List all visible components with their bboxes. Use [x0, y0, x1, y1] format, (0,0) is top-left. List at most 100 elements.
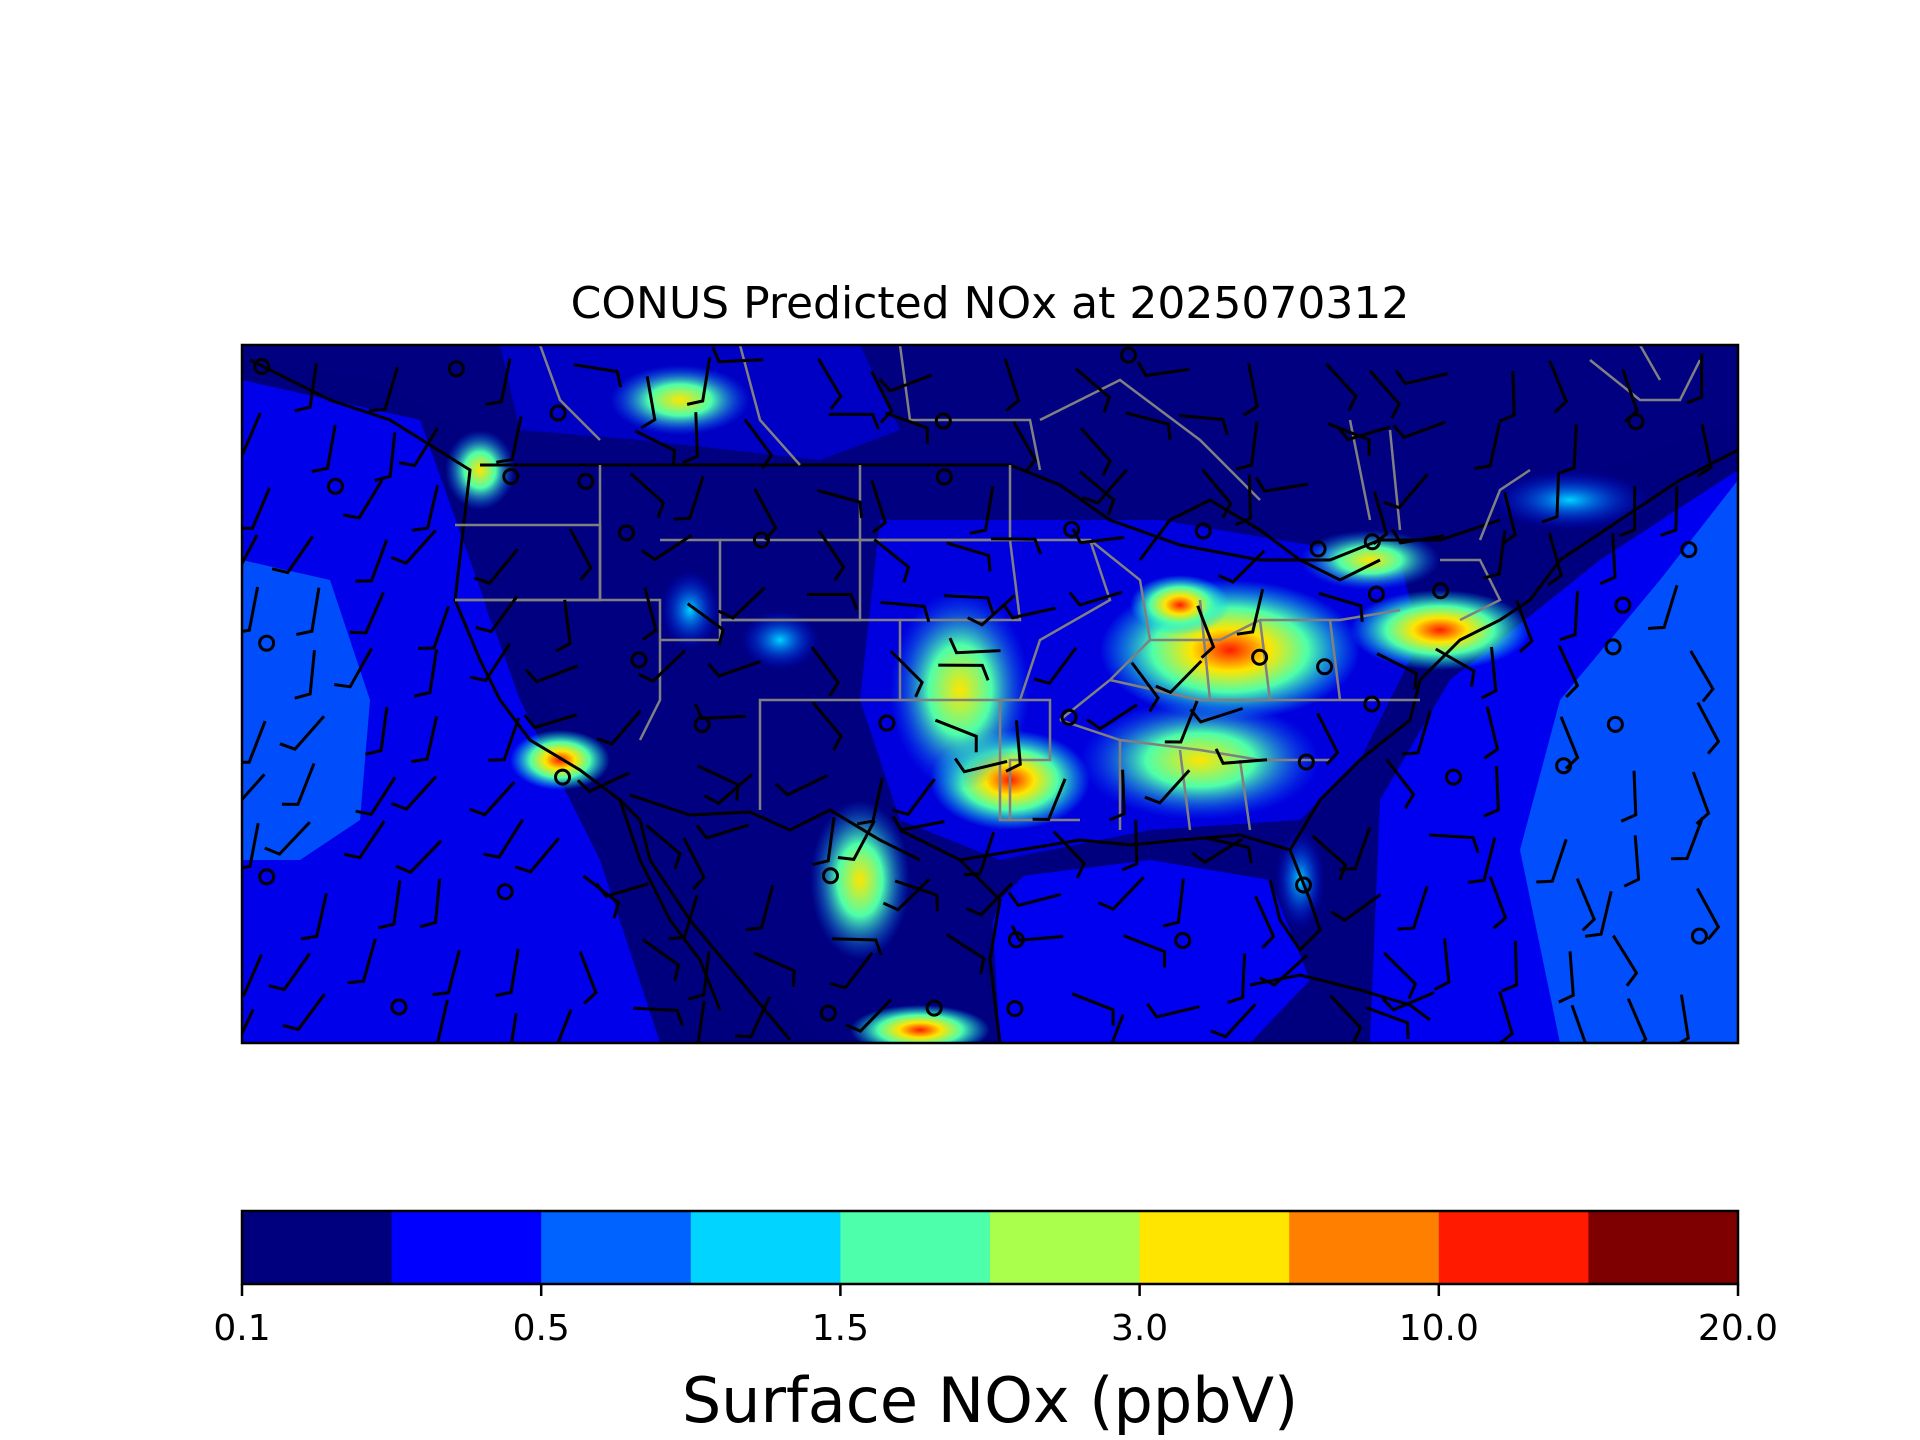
- wind-barb: [1178, 414, 1229, 436]
- wind-barb: [1259, 954, 1309, 987]
- wind-barb: [807, 593, 859, 611]
- calm-wind-marker: [752, 531, 770, 549]
- wind-barb: [1365, 1006, 1410, 1039]
- hotspot-alberta: [610, 365, 750, 435]
- wind-barb: [1676, 994, 1690, 1043]
- wind-barb: [242, 953, 263, 997]
- colorbar-swatch: [541, 1211, 692, 1284]
- wind-barb: [495, 948, 520, 998]
- wind-barb: [1626, 998, 1648, 1043]
- wind-barb: [686, 357, 712, 406]
- wind-barb: [473, 548, 519, 585]
- wind-barb: [1599, 533, 1617, 586]
- wind-barb: [817, 489, 864, 519]
- colorbar-tick-label: 0.1: [213, 1308, 270, 1349]
- pacific-ocean-region: [242, 380, 660, 1043]
- wind-barb: [1003, 358, 1021, 412]
- wind-barb: [892, 778, 936, 817]
- colorbar: [242, 1211, 1739, 1284]
- calm-wind-marker: [617, 524, 635, 542]
- wind-barbs: [242, 346, 1721, 1043]
- wind-barb: [596, 709, 642, 746]
- colorbar-tick-label: 10.0: [1399, 1308, 1479, 1349]
- colorbar-swatch: [1438, 1211, 1589, 1284]
- calm-wind-marker: [1363, 533, 1381, 551]
- wind-barb: [1010, 925, 1064, 942]
- wind-barb: [509, 1012, 518, 1043]
- calm-wind-marker: [390, 998, 408, 1016]
- calm-wind-marker: [1194, 522, 1212, 540]
- wind-barb: [1097, 876, 1145, 911]
- wind-barb: [640, 534, 693, 562]
- calm-wind-marker: [1251, 648, 1269, 666]
- wind-barb: [419, 878, 442, 929]
- calm-wind-marker: [878, 714, 896, 732]
- wind-barb: [1255, 476, 1309, 493]
- wind-barb: [1474, 422, 1501, 470]
- wind-barb: [880, 600, 931, 623]
- wind-barb: [811, 701, 843, 751]
- wind-barb: [1339, 826, 1372, 871]
- wind-barb: [413, 648, 439, 698]
- wind-barb: [343, 479, 384, 520]
- wind-barb: [294, 363, 318, 413]
- atlantic-coastline: [1288, 448, 1738, 851]
- wind-barb: [634, 429, 677, 467]
- wind-barb: [1123, 934, 1166, 968]
- wind-barb: [1325, 362, 1358, 412]
- wind-barb: [1368, 369, 1402, 419]
- colorbar-swatch: [1139, 1211, 1290, 1284]
- hotspot-pacific-nw: [445, 430, 515, 510]
- wind-barb: [1033, 647, 1078, 686]
- wind-barb: [556, 1009, 573, 1043]
- wind-barb: [717, 586, 766, 620]
- wind-barb: [1619, 485, 1637, 538]
- wind-barb: [1071, 992, 1115, 1026]
- calm-wind-marker: [496, 883, 514, 901]
- wind-barb: [1227, 953, 1247, 1005]
- pacific-plume: [242, 560, 370, 860]
- wind-barb: [1689, 650, 1715, 703]
- wind-barb: [1201, 468, 1233, 519]
- map-frame: [240, 343, 1740, 1045]
- wind-barb: [1002, 603, 1056, 620]
- wind-barb: [1164, 700, 1199, 744]
- calm-wind-marker: [1614, 596, 1632, 614]
- wind-barb: [812, 817, 836, 867]
- wind-barb: [1696, 423, 1713, 478]
- wind-barb: [1383, 473, 1429, 510]
- hotspot-plains: [890, 590, 1030, 790]
- wind-barb: [268, 952, 311, 992]
- wind-barb: [1483, 706, 1500, 760]
- wind-barb: [1381, 991, 1435, 1012]
- calm-wind-marker: [447, 360, 465, 378]
- wind-barb: [1467, 837, 1497, 884]
- wind-barb: [1146, 1002, 1200, 1019]
- wind-barb: [578, 951, 598, 1005]
- hotspot-mexico-city: [850, 1005, 990, 1043]
- wind-barb: [641, 938, 681, 981]
- wind-barb: [882, 878, 931, 912]
- wind-barb: [1429, 833, 1480, 854]
- wind-barb: [1005, 720, 1022, 773]
- wind-barb: [355, 539, 389, 583]
- colorbar-swatch: [391, 1211, 542, 1284]
- wind-barb: [817, 529, 846, 582]
- wind-barb: [938, 663, 990, 681]
- colorbar-swatch: [1588, 1211, 1739, 1284]
- colorbar-tick-label: 20.0: [1698, 1308, 1778, 1349]
- wind-barb: [633, 1006, 684, 1027]
- wind-barb: [294, 649, 316, 700]
- calm-wind-marker: [819, 1004, 837, 1022]
- wind-barb: [1330, 893, 1382, 923]
- colorbar-swatch: [1289, 1211, 1440, 1284]
- map-title: CONUS Predicted NOx at 2025070312: [571, 278, 1410, 329]
- wind-barb: [374, 432, 397, 482]
- wind-barb: [1214, 748, 1268, 765]
- calm-wind-marker: [1445, 768, 1463, 786]
- wind-barb: [1575, 878, 1596, 932]
- wind-barb: [829, 951, 874, 990]
- hotspot-quebec: [1490, 470, 1650, 530]
- wind-barb: [837, 819, 876, 862]
- wind-barb: [1254, 895, 1276, 949]
